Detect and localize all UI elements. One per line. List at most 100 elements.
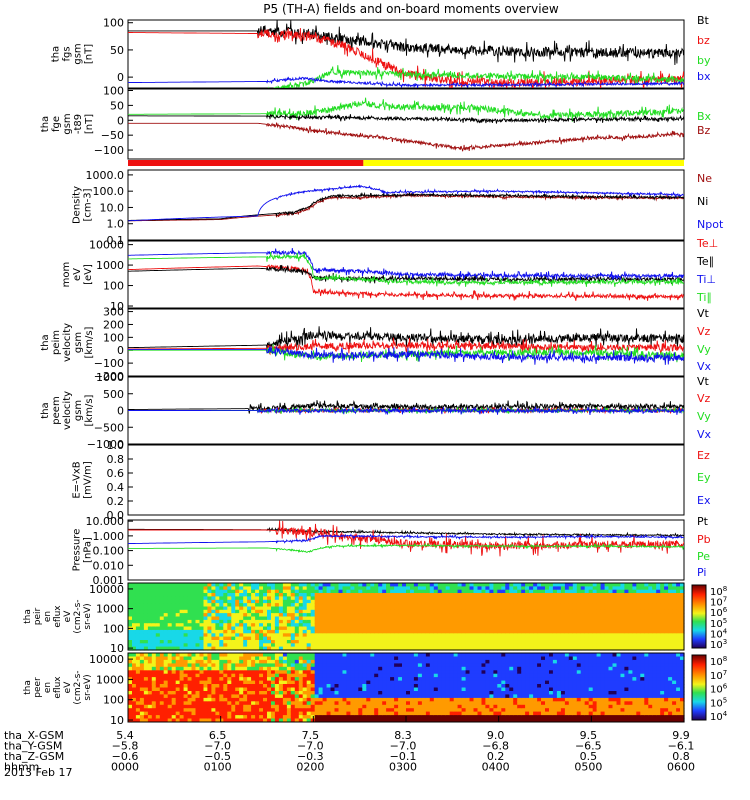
spectrogram-cell <box>322 718 328 723</box>
spectrogram-cell <box>564 609 570 614</box>
spectrogram-cell <box>505 697 510 702</box>
spectrogram-cell <box>469 653 475 657</box>
spectrogram-cell <box>394 596 399 601</box>
spectrogram-cell <box>358 680 363 685</box>
spectrogram-cell <box>187 613 193 618</box>
spectrogram-cell <box>243 684 248 688</box>
spectrogram-cell <box>580 599 586 604</box>
spectrogram-cell <box>588 589 594 594</box>
spectrogram-cell <box>330 613 336 618</box>
spectrogram-cell <box>497 687 502 692</box>
spectrogram-cell <box>155 711 161 716</box>
spectrogram-cell <box>421 694 427 699</box>
spectrogram-cell <box>668 593 673 597</box>
spectrogram-cell <box>294 659 300 664</box>
spectrogram-cell <box>429 599 435 604</box>
panel-frame <box>127 444 685 516</box>
spectrogram-cell <box>187 626 193 631</box>
spectrogram-cell <box>175 589 181 594</box>
spectrogram-cell <box>135 653 141 657</box>
spectrogram-cell <box>437 711 443 716</box>
spectrogram-cell <box>259 711 264 716</box>
spectrogram-cell <box>672 583 677 587</box>
spectrogram-cell <box>358 593 363 597</box>
spectrogram-cell <box>175 680 181 685</box>
spectrogram-cell <box>235 691 240 695</box>
spectrogram-cell <box>572 640 578 644</box>
spectrogram-cell <box>620 606 626 611</box>
spectrogram-cell <box>497 704 502 709</box>
spectrogram-cell <box>282 589 288 594</box>
spectrogram-cell <box>263 691 268 695</box>
spectrogram-cell <box>576 640 582 644</box>
spectrogram-cell <box>143 680 149 685</box>
spectrogram-cell <box>366 609 371 614</box>
spectrogram-cell <box>493 613 498 618</box>
spectrogram-cell <box>219 646 224 651</box>
spectrogram-cell <box>592 640 598 644</box>
spectrogram-cell <box>263 677 268 682</box>
spectrogram-cell <box>302 626 308 631</box>
spectrogram-cell <box>656 586 661 591</box>
spectrogram-cell <box>370 593 375 597</box>
spectrogram-cell <box>247 708 252 713</box>
spectrogram-cell <box>425 609 431 614</box>
spectrogram-cell <box>346 677 351 682</box>
spectrogram-cell <box>541 646 546 651</box>
spectrogram-cell <box>437 708 443 713</box>
spectrogram-cell <box>175 711 181 716</box>
spectrogram-cell <box>318 670 324 675</box>
spectrogram-cell <box>378 609 383 614</box>
spectrogram-cell <box>664 583 669 587</box>
spectrogram-cell <box>406 711 411 716</box>
spectrogram-cell <box>485 633 490 638</box>
spectrogram-cell <box>267 704 272 709</box>
spectrogram-cell <box>199 646 205 651</box>
spectrogram-cell <box>199 656 205 661</box>
spectrogram-cell <box>235 596 240 601</box>
spectrogram-cell <box>330 593 336 597</box>
spectrogram-cell <box>449 623 455 628</box>
spectrogram-cell <box>394 616 399 621</box>
spectrogram-cell <box>207 633 212 638</box>
spectrogram-cell <box>513 599 518 604</box>
spectrogram-cell <box>465 680 471 685</box>
spectrogram-cell <box>223 673 228 678</box>
spectrogram-cell <box>147 708 153 713</box>
spectrogram-cell <box>286 643 292 648</box>
spectrogram-cell <box>425 626 431 631</box>
spectrogram-cell <box>135 663 141 668</box>
spectrogram-cell <box>310 684 316 688</box>
spectrogram-cell <box>159 670 165 675</box>
spectrogram-cell <box>139 701 145 706</box>
spectrogram-cell <box>441 718 447 723</box>
spectrogram-cell <box>251 636 256 641</box>
spectrogram-cell <box>346 680 351 685</box>
spectrogram-cell <box>151 646 157 651</box>
spectrogram-cell <box>175 643 181 648</box>
spectrogram-cell <box>239 603 244 608</box>
spectrogram-cell <box>235 629 240 634</box>
spectrogram-cell <box>306 629 312 634</box>
spectrogram-cell <box>576 643 582 648</box>
spectrogram-cell <box>358 636 363 641</box>
spectrogram-cell <box>147 613 153 618</box>
spectrogram-cell <box>306 609 312 614</box>
spectrogram-cell <box>477 616 483 621</box>
spectrogram-cell <box>128 704 133 709</box>
spectrogram-cell <box>568 640 574 644</box>
spectrogram-cell <box>286 636 292 641</box>
spectrogram-cell <box>171 626 177 631</box>
spectrogram-cell <box>457 636 463 641</box>
spectrogram-cell <box>672 633 677 638</box>
spectrogram-cell <box>223 603 228 608</box>
spectrogram-cell <box>517 704 522 709</box>
spectrogram-cell <box>664 599 669 604</box>
spectrogram-cell <box>231 663 236 668</box>
spectrogram-cell <box>251 697 256 702</box>
spectrogram-cell <box>346 656 351 661</box>
spectrogram-cell <box>231 609 236 614</box>
spectrogram-cell <box>652 646 657 651</box>
spectrogram-cell <box>159 680 165 685</box>
